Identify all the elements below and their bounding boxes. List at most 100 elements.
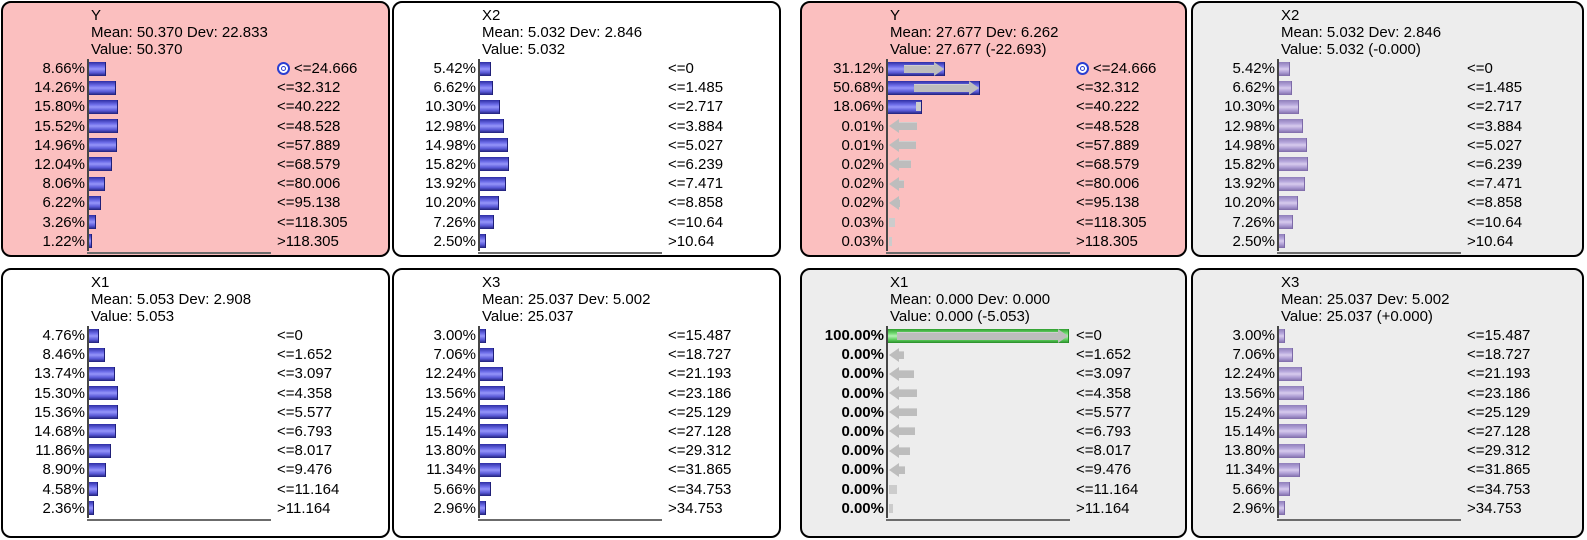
state-row[interactable]: 50.68% <=32.312 [802, 78, 1185, 98]
state-row[interactable]: 7.06% <=18.727 [394, 345, 779, 365]
bar-area [1277, 59, 1463, 79]
state-row[interactable]: 11.34% <=31.865 [394, 460, 779, 480]
state-row[interactable]: 11.86% <=8.017 [3, 441, 388, 461]
state-row[interactable]: 7.06% <=18.727 [1193, 345, 1582, 365]
state-row[interactable]: 1.22% >118.305 [3, 231, 388, 251]
state-row[interactable]: 10.30% <=2.717 [1193, 97, 1582, 117]
state-row[interactable]: 6.62% <=1.485 [1193, 78, 1582, 98]
state-row[interactable]: 10.30% <=2.717 [394, 97, 779, 117]
state-row[interactable]: 0.00% <=1.652 [802, 345, 1185, 365]
state-row[interactable]: 15.14% <=27.128 [394, 421, 779, 442]
state-row[interactable]: 10.20% <=8.858 [1193, 193, 1582, 213]
state-row[interactable]: 3.26% <=118.305 [3, 212, 388, 232]
state-row[interactable]: 13.80% <=29.312 [1193, 441, 1582, 461]
state-row[interactable]: 10.20% <=8.858 [394, 193, 779, 213]
probability-label: 6.62% [1232, 79, 1275, 97]
state-label-text: >118.305 [1076, 232, 1138, 250]
state-row[interactable]: 0.00% <=5.577 [802, 402, 1185, 422]
state-row[interactable]: 6.62% <=1.485 [394, 78, 779, 98]
state-row[interactable]: 5.66% <=34.753 [1193, 479, 1582, 499]
state-row[interactable]: 8.90% <=9.476 [3, 460, 388, 480]
state-row[interactable]: 2.50% >10.64 [1193, 231, 1582, 251]
state-row[interactable]: 12.24% <=21.193 [394, 364, 779, 384]
state-row[interactable]: 100.00% <=0 [802, 326, 1185, 346]
state-row[interactable]: 7.26% <=10.64 [1193, 212, 1582, 232]
state-label: <=4.358 [277, 385, 332, 402]
probability-bar [480, 215, 495, 229]
state-row[interactable]: 15.14% <=27.128 [1193, 421, 1582, 442]
state-row[interactable]: 0.00% <=6.793 [802, 421, 1185, 442]
state-row[interactable]: 8.66% <=24.666 [3, 59, 388, 79]
state-row[interactable]: 0.02% <=80.006 [802, 174, 1185, 194]
state-row[interactable]: 0.01% <=48.528 [802, 116, 1185, 136]
state-row[interactable]: 2.36% >11.164 [3, 498, 388, 518]
state-row[interactable]: 12.98% <=3.884 [394, 116, 779, 136]
state-row[interactable]: 0.00% <=9.476 [802, 460, 1185, 480]
state-row[interactable]: 13.74% <=3.097 [3, 364, 388, 384]
state-row[interactable]: 0.01% <=57.889 [802, 135, 1185, 155]
state-row[interactable]: 0.00% <=4.358 [802, 383, 1185, 403]
probability-label: 15.24% [1224, 403, 1275, 421]
state-row[interactable]: 12.24% <=21.193 [1193, 364, 1582, 384]
state-row[interactable]: 7.26% <=10.64 [394, 212, 779, 232]
state-label-text: <=0 [277, 327, 303, 345]
state-row[interactable]: 15.36% <=5.577 [3, 402, 388, 422]
state-row[interactable]: 4.58% <=11.164 [3, 479, 388, 499]
state-label: <=68.579 [1076, 156, 1139, 173]
panel-header: X2 Mean: 5.032 Dev: 2.846 Value: 5.032 (-0… [1281, 7, 1441, 58]
state-row[interactable]: 0.00% <=11.164 [802, 479, 1185, 499]
state-row[interactable]: 15.80% <=40.222 [3, 97, 388, 117]
state-row[interactable]: 8.46% <=1.652 [3, 345, 388, 365]
state-row[interactable]: 13.92% <=7.471 [1193, 174, 1582, 194]
state-row[interactable]: 2.50% >10.64 [394, 231, 779, 251]
state-row[interactable]: 31.12% <=24.666 [802, 59, 1185, 79]
histogram-rows: 3.00% <=15.487 7.06% <=18.727 12.24% <=21.193… [1193, 326, 1582, 518]
state-row[interactable]: 2.96% >34.753 [1193, 498, 1582, 518]
probability-bar [1279, 443, 1305, 458]
state-label-text: <=6.239 [668, 156, 724, 174]
state-row[interactable]: 2.96% >34.753 [394, 498, 779, 518]
state-row[interactable]: 3.00% <=15.487 [394, 326, 779, 346]
state-label: <=1.652 [1076, 346, 1131, 363]
state-row[interactable]: 0.00% <=8.017 [802, 441, 1185, 461]
state-row[interactable]: 12.04% <=68.579 [3, 154, 388, 175]
state-label-text: <=24.666 [1093, 60, 1157, 78]
variable-name: X2 [1281, 7, 1300, 24]
probability-label: 1.22% [42, 232, 85, 250]
state-row[interactable]: 3.00% <=15.487 [1193, 326, 1582, 346]
state-row[interactable]: 0.03% >118.305 [802, 231, 1185, 251]
state-row[interactable]: 14.26% <=32.312 [3, 78, 388, 98]
state-row[interactable]: 14.98% <=5.027 [394, 135, 779, 155]
state-row[interactable]: 11.34% <=31.865 [1193, 460, 1582, 480]
state-row[interactable]: 15.24% <=25.129 [1193, 402, 1582, 422]
state-row[interactable]: 15.52% <=48.528 [3, 116, 388, 136]
state-row[interactable]: 5.66% <=34.753 [394, 479, 779, 499]
probability-bar [1279, 215, 1294, 229]
state-row[interactable]: 14.98% <=5.027 [1193, 135, 1582, 155]
state-row[interactable]: 0.02% <=68.579 [802, 154, 1185, 175]
state-label: <=27.128 [668, 423, 731, 440]
state-row[interactable]: 15.82% <=6.239 [394, 154, 779, 175]
state-row[interactable]: 5.42% <=0 [1193, 59, 1582, 79]
state-row[interactable]: 12.98% <=3.884 [1193, 116, 1582, 136]
state-row[interactable]: 15.82% <=6.239 [1193, 154, 1582, 175]
state-row[interactable]: 5.42% <=0 [394, 59, 779, 79]
state-row[interactable]: 0.02% <=95.138 [802, 193, 1185, 213]
state-label-text: <=3.097 [277, 365, 333, 383]
state-row[interactable]: 13.56% <=23.186 [394, 383, 779, 403]
state-row[interactable]: 15.30% <=4.358 [3, 383, 388, 403]
state-label-text: >10.64 [1467, 232, 1514, 250]
state-row[interactable]: 6.22% <=95.138 [3, 193, 388, 213]
state-row[interactable]: 13.92% <=7.471 [394, 174, 779, 194]
state-row[interactable]: 8.06% <=80.006 [3, 174, 388, 194]
state-row[interactable]: 0.03% <=118.305 [802, 212, 1185, 232]
state-row[interactable]: 0.00% >11.164 [802, 498, 1185, 518]
state-row[interactable]: 13.80% <=29.312 [394, 441, 779, 461]
state-row[interactable]: 14.96% <=57.889 [3, 135, 388, 155]
state-row[interactable]: 0.00% <=3.097 [802, 364, 1185, 384]
state-row[interactable]: 4.76% <=0 [3, 326, 388, 346]
state-row[interactable]: 18.06% <=40.222 [802, 97, 1185, 117]
state-row[interactable]: 14.68% <=6.793 [3, 421, 388, 442]
state-row[interactable]: 13.56% <=23.186 [1193, 383, 1582, 403]
state-row[interactable]: 15.24% <=25.129 [394, 402, 779, 422]
